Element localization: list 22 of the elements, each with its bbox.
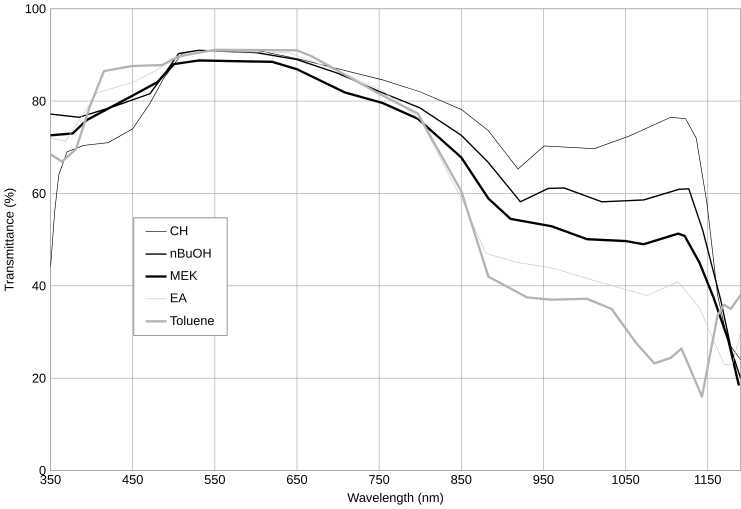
y-tick-label: 100 — [26, 4, 46, 14]
x-tick-label: 950 — [533, 475, 554, 484]
legend-label: Toluene — [170, 316, 214, 326]
legend-label: CH — [170, 226, 188, 236]
y-tick-label: 0 — [39, 466, 46, 476]
x-tick-label: 450 — [122, 475, 143, 484]
x-tick-label: 1050 — [612, 475, 640, 484]
y-tick-label: 40 — [32, 281, 46, 290]
y-axis-title: Transmittance (%) — [4, 188, 16, 292]
y-tick-label: 60 — [32, 189, 46, 198]
x-tick-label: 650 — [287, 475, 308, 484]
y-tick-label: 20 — [32, 374, 46, 383]
legend-label: MEK — [170, 271, 198, 280]
legend-label: nBuOH — [170, 248, 211, 258]
x-tick-label: 550 — [204, 475, 225, 484]
x-tick-label: 750 — [369, 475, 390, 484]
x-tick-label: 850 — [451, 475, 472, 484]
y-tick-label: 80 — [32, 96, 46, 106]
legend-label: EA — [170, 294, 187, 302]
x-tick-label: 350 — [40, 475, 61, 484]
x-tick-label: 1150 — [695, 475, 721, 484]
x-axis-title: Wavelength (nm) — [347, 492, 444, 505]
